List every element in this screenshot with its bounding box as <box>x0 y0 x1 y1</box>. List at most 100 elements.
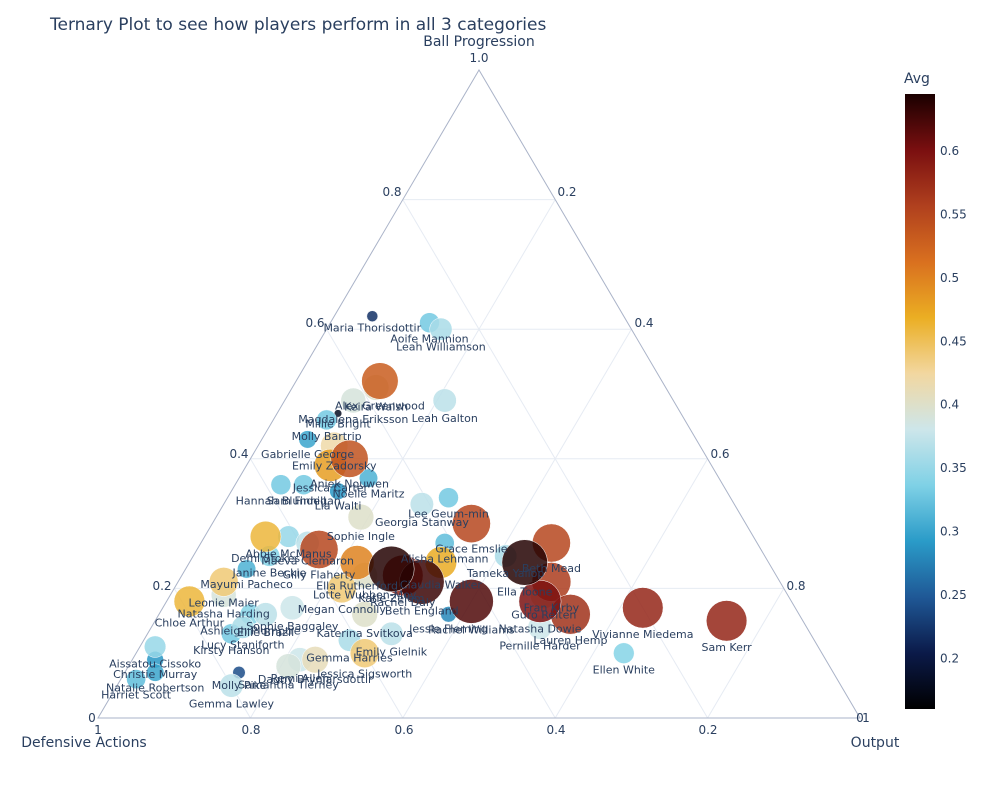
data-label: Keira Walsh <box>344 400 408 413</box>
data-label: Sam Finnigan <box>267 495 341 508</box>
tick-a-0.6: 0.6 <box>305 316 324 330</box>
data-point[interactable] <box>301 646 329 674</box>
data-point[interactable] <box>298 430 317 449</box>
data-point[interactable] <box>432 388 457 413</box>
data-point[interactable] <box>126 669 146 689</box>
data-point[interactable] <box>219 673 244 698</box>
data-point[interactable] <box>231 615 255 639</box>
data-label: Millie Bright <box>305 417 371 430</box>
data-label: Lia Walti <box>315 500 362 513</box>
data-point[interactable] <box>518 580 562 623</box>
data-point[interactable] <box>299 530 339 569</box>
data-label: Lucy Staniforth <box>201 639 284 652</box>
data-label: Maria Thorisdottir <box>323 322 421 335</box>
data-label: Maeva Clemaron <box>261 555 354 568</box>
ternary-triangle <box>97 69 861 719</box>
data-label: Katie Zelem <box>358 592 424 605</box>
colorbar <box>905 94 935 709</box>
grid-line <box>402 328 632 719</box>
data-point[interactable] <box>279 595 305 621</box>
data-label: Lauren Hemp <box>533 634 607 647</box>
data-point[interactable] <box>144 635 167 658</box>
data-label: Remi Allen <box>271 672 330 685</box>
data-label: Lotte Wubben-Moy <box>313 588 417 601</box>
data-label: Sophie Ingle <box>327 530 395 543</box>
data-label: Gemma Harries <box>306 652 393 665</box>
data-label: Gemma Lawley <box>189 697 275 710</box>
data-label: Megan Connolly <box>298 603 387 616</box>
data-label: Aniek Nouwen <box>310 478 389 491</box>
data-point[interactable] <box>293 474 314 495</box>
tick-c-0.8: 0.8 <box>786 579 805 593</box>
data-point[interactable] <box>237 559 257 579</box>
data-point[interactable] <box>327 573 357 604</box>
data-label: Pernille Harder <box>499 639 581 652</box>
data-point[interactable] <box>622 587 664 629</box>
data-label: Rachel Williams <box>428 623 515 636</box>
data-point[interactable] <box>438 487 459 508</box>
data-label: Sophie Baggaley <box>246 620 339 633</box>
colorbar-tick-label: 0.4 <box>940 398 959 412</box>
data-label: Dagny Brynjarsdottir <box>258 673 373 686</box>
data-label: Hannah Blundell <box>236 495 327 508</box>
data-label: Vivianne Miedema <box>592 628 693 641</box>
data-label: Sam Kerr <box>701 641 752 654</box>
data-label: Harriet Scott <box>101 689 172 702</box>
data-label: Leonie Maier <box>189 597 260 610</box>
data-point[interactable] <box>379 621 404 646</box>
data-point[interactable] <box>429 317 453 341</box>
data-label: Lee Geum-min <box>408 508 489 521</box>
data-label: Grace Emslie <box>435 543 508 556</box>
data-point[interactable] <box>253 602 278 627</box>
data-point[interactable] <box>208 567 239 597</box>
data-point[interactable] <box>409 492 434 517</box>
tick-b-1: 1 <box>94 723 102 737</box>
data-label: Abbie McManus <box>245 547 332 560</box>
data-point[interactable] <box>249 520 282 553</box>
data-point[interactable] <box>146 663 165 682</box>
data-label: Alex Greenwood <box>335 399 425 412</box>
data-point[interactable] <box>351 601 378 628</box>
data-point[interactable] <box>706 600 748 642</box>
data-point[interactable] <box>361 362 399 400</box>
data-point[interactable] <box>270 474 292 495</box>
data-label: Emily Zadorsky <box>292 460 377 473</box>
data-label: Beth England <box>385 604 459 617</box>
data-label: Alisha Lehmann <box>401 553 489 566</box>
data-label: Georgia Stanway <box>375 516 469 529</box>
data-point[interactable] <box>613 642 635 664</box>
data-label: Molly Bartrip <box>292 430 362 443</box>
data-point[interactable] <box>349 638 380 668</box>
data-label: Ella Toone <box>497 585 553 598</box>
data-point[interactable] <box>368 545 415 593</box>
data-label: Samantha Tierney <box>238 679 339 692</box>
data-point[interactable] <box>359 468 378 488</box>
data-point[interactable] <box>316 409 337 431</box>
data-point[interactable] <box>452 504 491 543</box>
tick-c-0.4: 0.4 <box>634 316 653 330</box>
colorbar-tick-label: 0.5 <box>940 271 959 285</box>
data-label: Demi Stokes <box>231 552 300 565</box>
data-point[interactable] <box>501 539 548 586</box>
axis-title-ball-progression: Ball Progression <box>423 34 535 50</box>
grid-line <box>707 588 785 719</box>
data-label: Fran Kirby <box>524 601 580 614</box>
data-label: Natalie Robertson <box>106 681 204 694</box>
data-point[interactable] <box>330 439 369 478</box>
data-point[interactable] <box>347 503 375 531</box>
data-point[interactable] <box>173 585 206 618</box>
data-label: Jessica Sigsworth <box>316 668 412 681</box>
data-point[interactable] <box>449 579 494 624</box>
tick-c-0.6: 0.6 <box>710 447 729 461</box>
data-point[interactable] <box>329 482 347 500</box>
colorbar-title: Avg <box>904 71 930 87</box>
data-label: Christie Murray <box>113 668 198 681</box>
data-label: Natasha Dowie <box>499 623 582 636</box>
tick-b-0.8: 0.8 <box>241 723 260 737</box>
data-points <box>126 310 748 698</box>
data-point[interactable] <box>340 387 367 414</box>
data-point[interactable] <box>275 653 302 679</box>
data-point[interactable] <box>366 310 379 322</box>
data-label: Noelle Maritz <box>333 487 405 500</box>
tick-a-0.8: 0.8 <box>382 185 401 199</box>
